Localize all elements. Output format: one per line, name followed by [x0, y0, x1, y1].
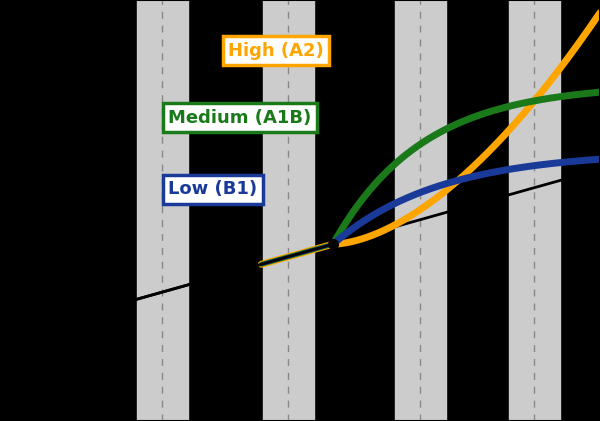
- Bar: [395, 0, 445, 421]
- Text: Low (B1): Low (B1): [168, 181, 257, 198]
- Text: High (A2): High (A2): [228, 42, 324, 59]
- Bar: [137, 0, 187, 421]
- Text: Medium (A1B): Medium (A1B): [168, 109, 311, 127]
- Bar: [509, 0, 560, 421]
- Bar: [263, 0, 314, 421]
